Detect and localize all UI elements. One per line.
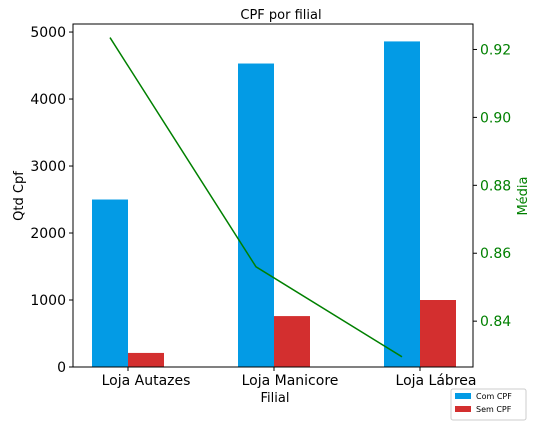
- right-y-tick-label-2: 0.88: [480, 178, 511, 194]
- bar-sem-cpf-1: [274, 316, 310, 367]
- right-y-tick-label-1: 0.86: [480, 246, 511, 262]
- x-tick-label-0: Loja Autazes: [102, 373, 191, 389]
- plot-area: [92, 37, 456, 367]
- legend-swatch-0: [455, 393, 471, 399]
- left-y-axis: 0 1000 2000 3000 4000 5000: [30, 25, 73, 376]
- left-y-tick-label-5: 5000: [30, 25, 66, 41]
- chart-title: CPF por filial: [240, 8, 321, 23]
- bar-com-cpf-2: [384, 41, 420, 367]
- legend-label-0: Com CPF: [476, 392, 512, 401]
- x-tick-label-2: Loja Lábrea: [396, 373, 477, 389]
- legend-label-1: Sem CPF: [476, 405, 512, 414]
- legend: Com CPF Sem CPF: [450, 388, 527, 421]
- y-axis-title: Qtd Cpf: [12, 171, 27, 221]
- right-y-tick-label-3: 0.90: [480, 110, 511, 126]
- bar-sem-cpf-0: [128, 352, 164, 367]
- left-y-tick-label-4: 4000: [30, 92, 66, 108]
- legend-swatch-1: [455, 406, 471, 412]
- bar-com-cpf-0: [92, 199, 128, 367]
- left-y-tick-label-1: 1000: [30, 293, 66, 309]
- right-y-axis: 0.84 0.86 0.88 0.90 0.92: [473, 42, 511, 330]
- right-y-tick-label-4: 0.92: [480, 42, 511, 58]
- bar-com-cpf-1: [238, 63, 274, 367]
- right-y-tick-label-0: 0.84: [480, 314, 511, 330]
- left-y-tick-label-0: 0: [57, 360, 66, 376]
- left-y-tick-label-3: 3000: [30, 159, 66, 175]
- axes-frame: [72, 23, 474, 368]
- media-line: [109, 37, 403, 358]
- left-y-tick-label-2: 2000: [30, 226, 66, 242]
- x-axis-title: Filial: [261, 391, 290, 406]
- right-y-axis-title: Média: [516, 176, 531, 215]
- x-axis: Loja Autazes Loja Manicore Loja Lábrea: [102, 367, 477, 389]
- bar-sem-cpf-2: [420, 300, 456, 367]
- x-tick-label-1: Loja Manicore: [242, 373, 339, 389]
